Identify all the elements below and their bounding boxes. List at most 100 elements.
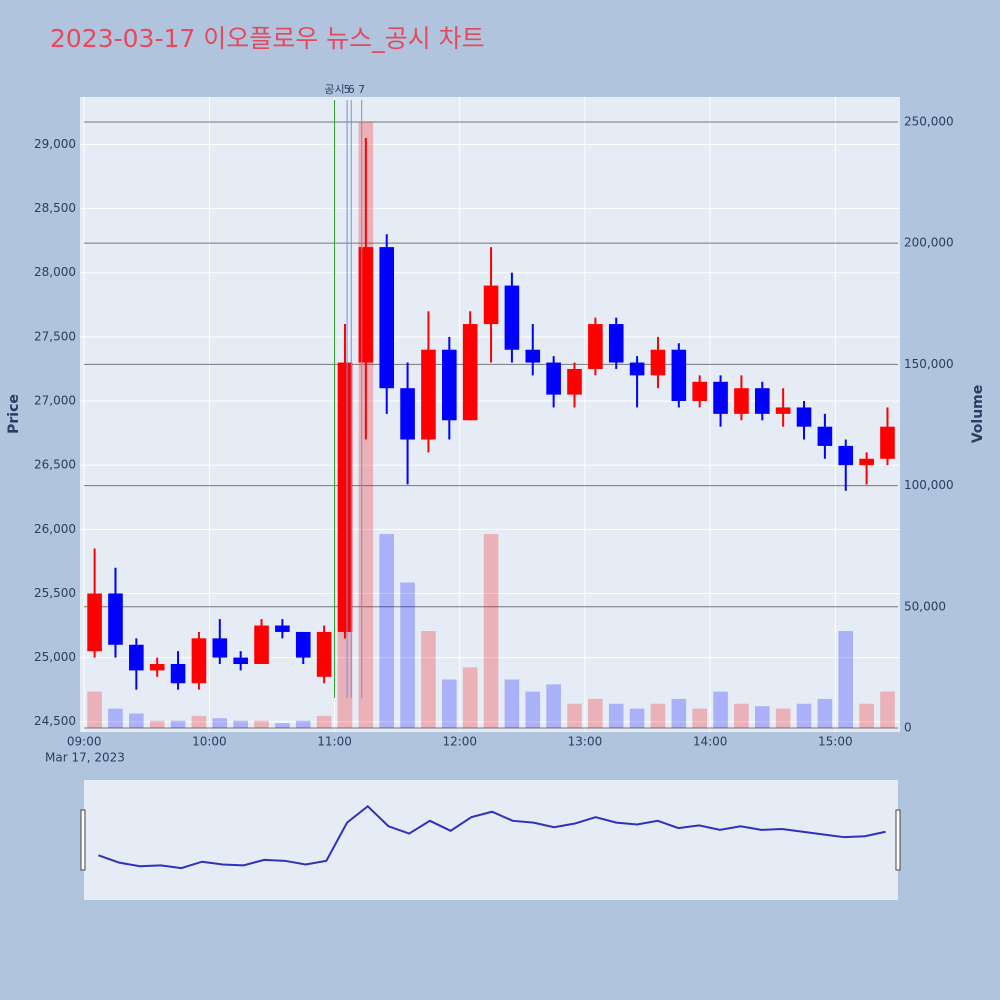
candle-body	[233, 657, 248, 665]
volume-bar	[462, 667, 478, 729]
candle-body	[546, 362, 561, 395]
candle-body	[108, 593, 123, 645]
candle-body	[650, 349, 666, 376]
candle-body	[254, 625, 269, 665]
candle-body	[295, 631, 311, 658]
volume-bar	[588, 698, 603, 729]
volume-bar	[379, 534, 395, 729]
y-tick-label: 24,500	[34, 714, 76, 728]
y-tick-label: 28,500	[34, 201, 76, 215]
x-tick-label: 12:00	[442, 735, 477, 749]
volume-bar	[546, 684, 561, 729]
candle-body	[442, 349, 457, 421]
candle-body	[734, 388, 749, 414]
x-tick-label: 15:00	[818, 735, 853, 749]
candle-body	[588, 324, 603, 369]
candle-body	[462, 324, 478, 421]
volume-bar	[149, 720, 165, 729]
range-slider[interactable]	[84, 780, 898, 900]
y-tick-label: 27,500	[34, 329, 76, 343]
candle-body	[483, 285, 499, 325]
annotation-label: 7	[358, 83, 365, 96]
candle-body	[754, 388, 770, 414]
slider-line	[98, 804, 886, 870]
date-label: Mar 17, 2023	[45, 751, 125, 765]
annotation-label: 공시	[324, 83, 344, 96]
y-tick-label: 25,000	[34, 650, 76, 664]
y-tick-label: 28,000	[34, 265, 76, 279]
candle-body	[567, 368, 582, 395]
candle-body	[880, 426, 895, 459]
volume-bar	[734, 703, 749, 729]
volume-bar	[629, 708, 645, 729]
volume-bar	[504, 679, 520, 729]
volume-bar	[859, 703, 874, 729]
candle-body	[838, 445, 854, 466]
candle-body	[796, 407, 812, 427]
candle-body	[170, 664, 186, 684]
candle-body	[129, 644, 144, 671]
volume-bar	[212, 718, 228, 729]
plot-area	[80, 97, 900, 732]
slider-handle[interactable]	[895, 809, 901, 871]
candle-body	[629, 362, 645, 376]
volume-bar	[233, 720, 248, 729]
candle-body	[87, 593, 102, 652]
annotation-label: 5	[344, 83, 351, 96]
y-tick-label: 26,000	[34, 522, 76, 536]
y-tick-label: 25,500	[34, 586, 76, 600]
volume-bar	[442, 679, 457, 729]
volume-bar	[817, 698, 833, 729]
candle-body	[400, 388, 415, 440]
candle-body	[275, 625, 290, 632]
candle-body	[504, 285, 520, 350]
volume-bar	[838, 631, 854, 729]
y2-tick-label: 250,000	[904, 114, 954, 128]
volume-bar	[108, 708, 123, 729]
candle-body	[421, 349, 436, 440]
volume-bar	[316, 715, 332, 729]
x-tick-label: 11:00	[317, 735, 352, 749]
chart-title: 2023-03-17 이오플로우 뉴스_공시 차트	[50, 24, 485, 53]
volume-bar	[754, 706, 770, 729]
volume-bar	[775, 708, 791, 729]
candle-body	[358, 247, 374, 363]
y2-axis-title: Volume	[970, 385, 986, 444]
candle-body	[191, 638, 207, 684]
y2-tick-label: 50,000	[904, 599, 946, 613]
volume-bar	[191, 715, 207, 729]
volume-bar	[129, 713, 144, 729]
volume-bar	[692, 708, 707, 729]
volume-bar	[608, 703, 624, 729]
y-axis-title: Price	[6, 394, 22, 434]
volume-bar	[254, 720, 269, 729]
volume-bar	[796, 703, 812, 729]
volume-bar	[87, 691, 102, 729]
y-tick-label: 29,000	[34, 137, 76, 151]
x-tick-label: 09:00	[67, 735, 102, 749]
candle-body	[608, 324, 624, 363]
annotation-label: 6	[348, 83, 355, 96]
candle-body	[775, 407, 791, 414]
y-tick-label: 27,000	[34, 394, 76, 408]
volume-bar	[400, 582, 415, 729]
candle-body	[379, 247, 395, 389]
y2-tick-label: 100,000	[904, 478, 954, 492]
volume-bar	[880, 691, 895, 729]
candle-body	[525, 349, 541, 363]
candle-body	[859, 458, 874, 466]
volume-bar	[567, 703, 582, 729]
volume-bar	[483, 534, 499, 729]
candle-body	[713, 381, 728, 414]
x-tick-label: 13:00	[568, 735, 603, 749]
volume-bar	[275, 723, 290, 729]
volume-bar	[713, 691, 728, 729]
candle-body	[337, 362, 353, 632]
volume-bar	[421, 631, 436, 729]
slider-handle[interactable]	[80, 809, 86, 871]
volume-bar	[650, 703, 666, 729]
y-tick-label: 26,500	[34, 458, 76, 472]
candle-body	[671, 349, 687, 402]
candle-body	[212, 638, 228, 658]
x-tick-label: 14:00	[693, 735, 728, 749]
